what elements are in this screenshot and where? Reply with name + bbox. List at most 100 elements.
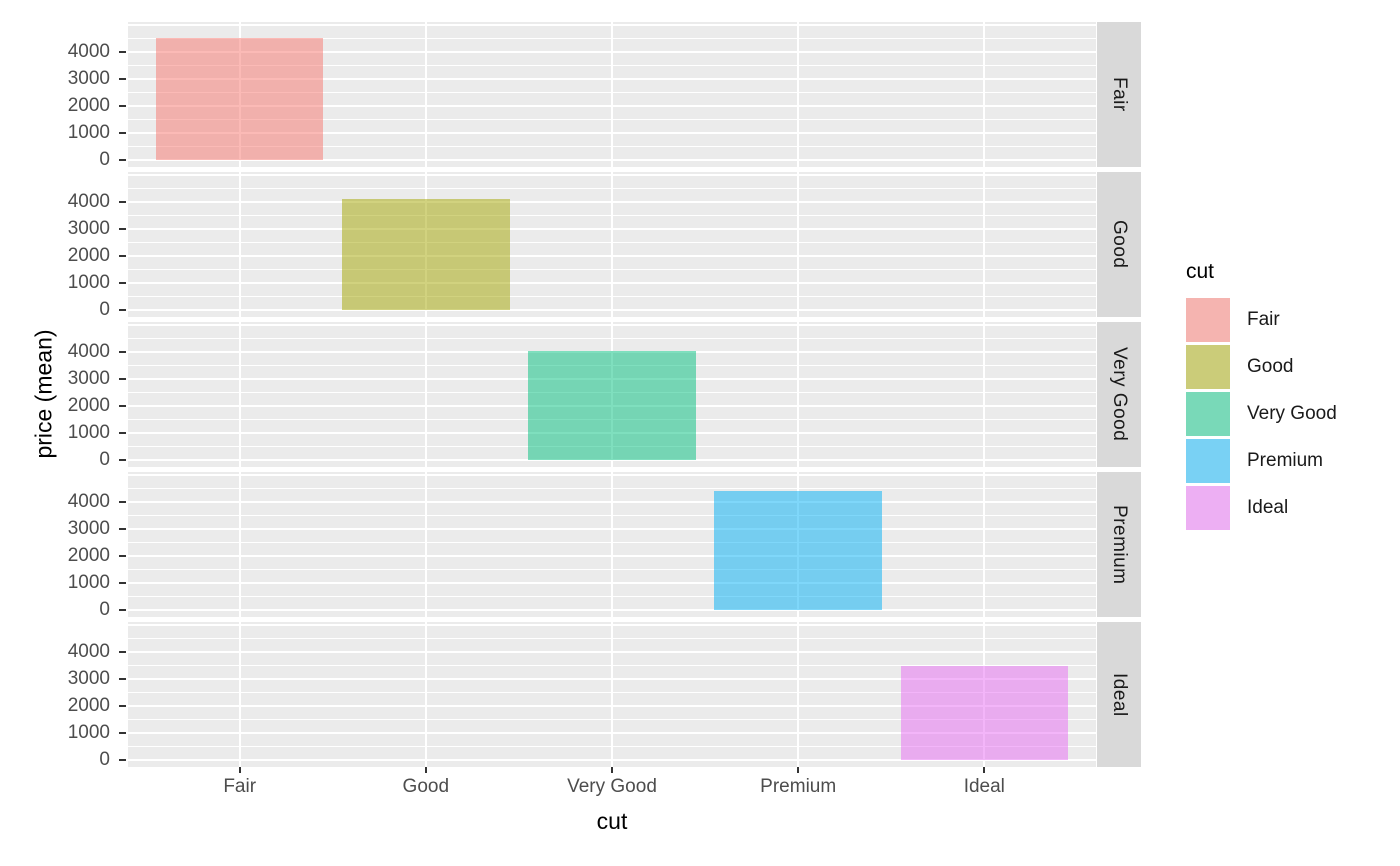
bar-fair bbox=[155, 37, 324, 160]
legend-label: Ideal bbox=[1247, 497, 1289, 518]
y-tick-label: 1000 bbox=[67, 121, 110, 143]
facet-strip-ideal: Ideal bbox=[1097, 622, 1141, 767]
gridline-minor bbox=[128, 295, 1096, 297]
y-tick-label: 0 bbox=[99, 298, 110, 320]
legend-key-fill bbox=[1186, 439, 1230, 483]
gridline-major bbox=[128, 731, 1096, 734]
bar-premium bbox=[714, 490, 882, 610]
y-tick-label: 4000 bbox=[67, 190, 110, 212]
y-tick-label: 2000 bbox=[67, 694, 110, 716]
gridline-major-vertical bbox=[238, 322, 241, 467]
gridline-minor bbox=[128, 37, 1096, 39]
y-tick-mark bbox=[119, 608, 126, 611]
gridline-major bbox=[128, 104, 1096, 107]
gridline-minor bbox=[128, 241, 1096, 243]
y-tick-mark bbox=[119, 431, 126, 434]
y-tick-label: 0 bbox=[99, 598, 110, 620]
y-tick-label: 3000 bbox=[67, 217, 110, 239]
x-tick-label: Premium bbox=[760, 776, 837, 797]
gridline-major-vertical bbox=[983, 322, 986, 467]
gridline-major-vertical bbox=[424, 622, 427, 767]
y-tick-mark bbox=[119, 758, 126, 761]
gridline-minor bbox=[128, 145, 1096, 147]
gridline-major bbox=[128, 473, 1096, 476]
gridline-major bbox=[128, 650, 1096, 653]
y-tick-label: 4000 bbox=[67, 490, 110, 512]
gridline-minor bbox=[128, 637, 1096, 639]
x-tick-label: Very Good bbox=[567, 776, 657, 797]
x-tick-mark bbox=[424, 767, 427, 773]
legend-key-fill bbox=[1186, 298, 1230, 342]
gridline-major bbox=[128, 527, 1096, 530]
facet-strip-label: Good bbox=[1109, 220, 1130, 269]
y-tick-mark bbox=[119, 227, 126, 230]
gridline-major-vertical bbox=[611, 622, 613, 767]
legend-item-very-good: Very Good bbox=[1186, 392, 1337, 436]
y-tick-mark bbox=[119, 308, 126, 311]
gridline-minor bbox=[128, 187, 1096, 189]
y-tick-mark bbox=[119, 458, 126, 461]
x-tick-label: Good bbox=[402, 776, 450, 797]
gridline-major-vertical bbox=[797, 322, 800, 467]
y-tick-mark bbox=[119, 158, 126, 161]
y-tick-label: 0 bbox=[99, 448, 110, 470]
y-tick-mark bbox=[119, 131, 126, 134]
gridline-major bbox=[128, 281, 1096, 284]
gridline-minor bbox=[128, 337, 1096, 339]
y-tick-mark bbox=[119, 50, 126, 53]
gridline-major-vertical bbox=[238, 172, 241, 317]
facet-strip-label: Very Good bbox=[1109, 347, 1130, 442]
y-tick-mark bbox=[119, 104, 126, 107]
y-tick-label: 2000 bbox=[67, 94, 110, 116]
gridline-minor bbox=[128, 568, 1096, 570]
bar-very-good bbox=[528, 350, 696, 460]
facet-strip-premium: Premium bbox=[1097, 472, 1141, 617]
y-tick-label: 3000 bbox=[67, 367, 110, 389]
x-tick-label: Ideal bbox=[963, 776, 1005, 797]
legend-label: Good bbox=[1247, 356, 1294, 377]
legend-item-premium: Premium bbox=[1186, 439, 1337, 483]
x-axis-title: cut bbox=[596, 808, 628, 834]
y-tick-label: 0 bbox=[99, 148, 110, 170]
gridline-minor bbox=[128, 64, 1096, 66]
facet-strip-fair: Fair bbox=[1097, 22, 1141, 167]
legend-item-good: Good bbox=[1186, 345, 1337, 389]
legend-key-fill bbox=[1186, 345, 1230, 389]
gridline-major-vertical bbox=[797, 622, 800, 767]
y-tick-label: 1000 bbox=[67, 421, 110, 443]
y-tick-mark bbox=[119, 281, 126, 284]
gridline-major bbox=[128, 758, 1096, 761]
facet-strip-label: Premium bbox=[1109, 504, 1130, 585]
y-tick-mark bbox=[119, 677, 126, 680]
facet-strip-label: Ideal bbox=[1109, 672, 1130, 717]
bar-good bbox=[342, 198, 510, 310]
gridline-major bbox=[128, 23, 1096, 26]
gridline-major-vertical bbox=[611, 172, 613, 317]
y-tick-label: 2000 bbox=[67, 544, 110, 566]
y-tick-mark bbox=[119, 581, 126, 584]
y-tick-label: 3000 bbox=[67, 67, 110, 89]
legend-label: Very Good bbox=[1247, 403, 1337, 424]
legend-item-ideal: Ideal bbox=[1186, 486, 1337, 530]
gridline-minor bbox=[128, 691, 1096, 693]
y-tick-label: 1000 bbox=[67, 721, 110, 743]
gridline-major bbox=[128, 623, 1096, 626]
legend-key-swatch bbox=[1186, 392, 1230, 436]
gridline-major-vertical bbox=[983, 472, 986, 617]
gridline-major bbox=[128, 227, 1096, 230]
gridline-major bbox=[128, 50, 1096, 53]
legend-item-fair: Fair bbox=[1186, 298, 1337, 342]
gridline-major-vertical bbox=[238, 472, 241, 617]
gridline-major bbox=[128, 704, 1096, 707]
y-tick-label: 4000 bbox=[67, 40, 110, 62]
facet-panel-fair bbox=[128, 22, 1096, 167]
legend-key-fill bbox=[1186, 392, 1230, 436]
gridline-minor bbox=[128, 91, 1096, 93]
gridline-major-vertical bbox=[983, 22, 986, 167]
y-tick-label: 3000 bbox=[67, 667, 110, 689]
legend-key-swatch bbox=[1186, 486, 1230, 530]
y-tick-mark bbox=[119, 77, 126, 80]
gridline-major bbox=[128, 554, 1096, 557]
y-tick-mark bbox=[119, 377, 126, 380]
